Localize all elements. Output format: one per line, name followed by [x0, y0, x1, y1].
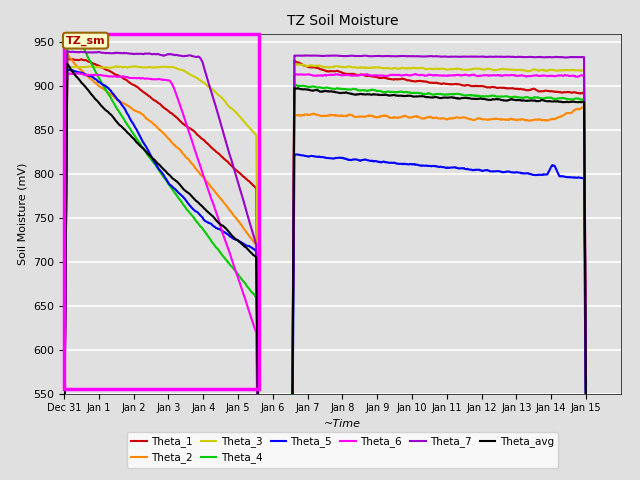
Y-axis label: Soil Moisture (mV): Soil Moisture (mV) [17, 162, 28, 265]
Title: TZ Soil Moisture: TZ Soil Moisture [287, 14, 398, 28]
Bar [64, 34, 259, 389]
Text: TZ_sm: TZ_sm [66, 36, 106, 46]
X-axis label: ~Time: ~Time [324, 419, 361, 429]
Legend: Theta_1, Theta_2, Theta_3, Theta_4, Theta_5, Theta_6, Theta_7, Theta_avg: Theta_1, Theta_2, Theta_3, Theta_4, Thet… [127, 432, 558, 468]
